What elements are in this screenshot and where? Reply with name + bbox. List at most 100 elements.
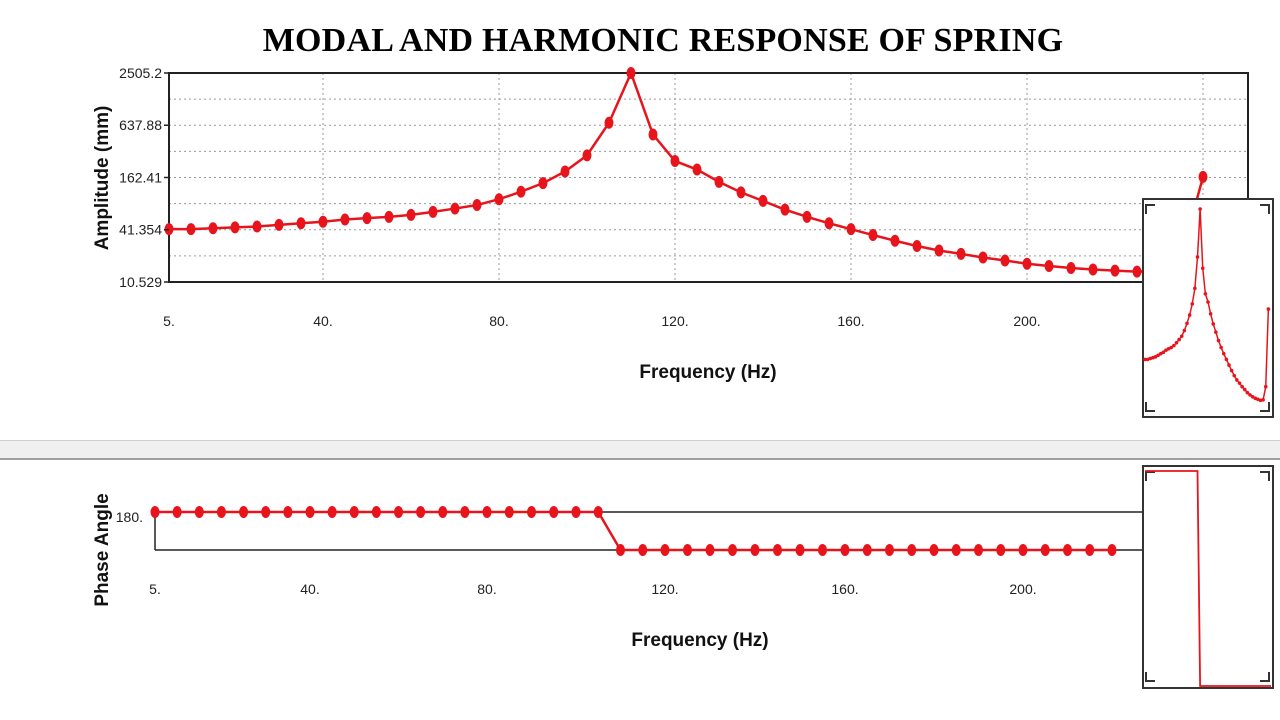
x-tick-label: 160. bbox=[837, 313, 864, 329]
amplitude-thumbnail-point bbox=[1161, 350, 1166, 355]
x-tick-label: 200. bbox=[1013, 313, 1040, 329]
phase-data-point bbox=[683, 544, 692, 556]
thumbnail-handle-top-right[interactable] bbox=[1260, 204, 1270, 214]
amplitude-data-point bbox=[912, 240, 922, 253]
phase-data-point bbox=[593, 506, 603, 518]
phase-data-point bbox=[327, 506, 337, 518]
amplitude-data-point bbox=[934, 244, 944, 257]
amplitude-data-point bbox=[736, 186, 746, 199]
thumbnail-handle-bottom-right[interactable] bbox=[1260, 672, 1270, 682]
amplitude-data-point bbox=[648, 128, 658, 141]
amplitude-overview-thumbnail[interactable] bbox=[1142, 198, 1274, 418]
phase-overview-thumbnail[interactable] bbox=[1142, 465, 1274, 689]
phase-data-point bbox=[1040, 544, 1050, 556]
amplitude-thumbnail-point bbox=[1179, 334, 1184, 338]
amplitude-data-point bbox=[428, 205, 438, 218]
x-tick-label: 80. bbox=[477, 581, 496, 597]
amplitude-data-point bbox=[1000, 254, 1010, 267]
phase-data-point bbox=[996, 544, 1006, 556]
phase-data-point bbox=[728, 544, 737, 556]
thumbnail-handle-top-left[interactable] bbox=[1145, 471, 1155, 481]
phase-data-point bbox=[460, 506, 470, 518]
amplitude-thumbnail-point bbox=[1185, 321, 1189, 326]
y-tick-label: 162.41 bbox=[119, 170, 162, 186]
phase-data-point bbox=[527, 506, 536, 518]
amplitude-thumbnail-point bbox=[1248, 393, 1252, 397]
phase-x-axis-label: Frequency (Hz) bbox=[631, 630, 768, 651]
amplitude-thumbnail-point bbox=[1219, 345, 1223, 350]
amplitude-grid bbox=[169, 73, 1248, 282]
phase-data-point bbox=[885, 544, 894, 556]
phase-data-point bbox=[1018, 544, 1028, 556]
amplitude-data-point bbox=[274, 218, 284, 231]
phase-plot: 180. 5. 40. 80. 120. 160. 200. Phase Angle Fr… bbox=[92, 493, 1145, 651]
amplitude-data-point bbox=[230, 221, 240, 234]
phase-data-point bbox=[172, 506, 182, 518]
amplitude-thumbnail-point bbox=[1187, 313, 1192, 317]
amplitude-thumbnail-point bbox=[1200, 266, 1205, 271]
amplitude-x-axis-label: Frequency (Hz) bbox=[639, 362, 776, 383]
thumbnail-handle-top-right[interactable] bbox=[1260, 471, 1270, 481]
amplitude-plot: 2505.2 637.88 162.41 41.354 10.529 5. 40. 80. 1… bbox=[92, 65, 1249, 383]
amplitude-data-point bbox=[538, 177, 548, 190]
phase-data-point bbox=[705, 544, 715, 556]
amplitude-data-point bbox=[802, 210, 812, 223]
amplitude-data-point bbox=[318, 215, 328, 228]
phase-data-point bbox=[239, 506, 249, 518]
phase-series bbox=[150, 506, 1117, 556]
amplitude-x-ticks: 5. 40. 80. 120. 160. 200. bbox=[163, 313, 1040, 329]
panel-divider bbox=[0, 440, 1280, 460]
amplitude-thumbnail-point bbox=[1227, 363, 1231, 367]
thumbnail-handle-top-left[interactable] bbox=[1145, 204, 1155, 214]
amplitude-data-point bbox=[670, 155, 680, 168]
phase-data-point bbox=[216, 506, 226, 518]
amplitude-thumbnail-point bbox=[1203, 291, 1208, 296]
amplitude-data-point bbox=[406, 208, 416, 221]
amplitude-thumbnail-point bbox=[1143, 357, 1147, 362]
phase-data-point bbox=[571, 506, 581, 518]
amplitude-thumbnail-series bbox=[1143, 207, 1271, 403]
amplitude-thumbnail-point bbox=[1266, 307, 1271, 311]
amplitude-y-ticks: 2505.2 637.88 162.41 41.354 10.529 bbox=[119, 65, 169, 290]
phase-data-point bbox=[504, 506, 514, 518]
phase-data-point bbox=[638, 544, 648, 556]
amplitude-data-point bbox=[362, 212, 372, 225]
y-tick-label: 10.529 bbox=[119, 274, 162, 290]
phase-data-point bbox=[1063, 544, 1072, 556]
phase-data-point bbox=[840, 544, 850, 556]
amplitude-data-point bbox=[450, 202, 460, 215]
phase-data-point bbox=[1085, 544, 1095, 556]
phase-x-ticks: 5. 40. 80. 120. 160. 200. bbox=[149, 581, 1036, 597]
amplitude-thumbnail-frame[interactable] bbox=[1142, 198, 1274, 418]
amplitude-data-point bbox=[494, 193, 504, 206]
x-tick-label: 80. bbox=[489, 313, 508, 329]
amplitude-data-point bbox=[1088, 263, 1098, 276]
amplitude-thumbnail-point bbox=[1235, 378, 1239, 382]
amplitude-thumbnail-point bbox=[1174, 340, 1179, 345]
amplitude-data-point bbox=[824, 217, 834, 230]
amplitude-data-point bbox=[1110, 264, 1120, 277]
x-tick-label: 120. bbox=[661, 313, 688, 329]
amplitude-thumbnail-point bbox=[1206, 300, 1210, 304]
amplitude-data-point bbox=[978, 251, 988, 264]
amplitude-thumbnail-point bbox=[1198, 207, 1202, 211]
phase-data-point bbox=[305, 506, 315, 518]
amplitude-thumbnail-point bbox=[1193, 286, 1197, 291]
amplitude-data-point bbox=[560, 165, 570, 178]
thumbnail-handle-bottom-left[interactable] bbox=[1145, 402, 1155, 412]
amplitude-y-axis-label: Amplitude (mm) bbox=[92, 106, 113, 251]
thumbnail-handle-bottom-left[interactable] bbox=[1145, 672, 1155, 682]
phase-data-point bbox=[416, 506, 426, 518]
amplitude-data-point bbox=[626, 67, 636, 80]
phase-data-point bbox=[1107, 544, 1117, 556]
phase-data-point bbox=[795, 544, 805, 556]
page-title: MODAL AND HARMONIC RESPONSE OF SPRING bbox=[262, 22, 1064, 59]
thumbnail-handle-bottom-right[interactable] bbox=[1260, 402, 1270, 412]
y-tick-label: 41.354 bbox=[119, 222, 162, 238]
amplitude-data-point bbox=[252, 220, 262, 233]
amplitude-data-point bbox=[208, 222, 218, 235]
amplitude-thumbnail-point bbox=[1232, 373, 1237, 378]
phase-thumbnail-frame[interactable] bbox=[1142, 465, 1274, 689]
phase-data-point bbox=[773, 544, 782, 556]
phase-thumbnail-series bbox=[1145, 470, 1271, 687]
